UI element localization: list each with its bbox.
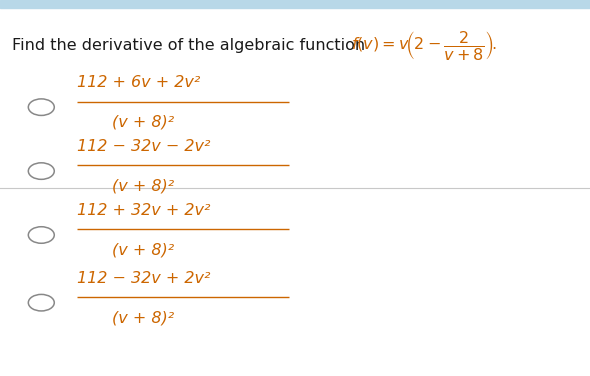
Text: 112 − 32v − 2v²: 112 − 32v − 2v²	[77, 139, 210, 154]
Text: (v + 8)²: (v + 8)²	[112, 179, 174, 194]
Text: Find the derivative of the algebraic function: Find the derivative of the algebraic fun…	[12, 38, 370, 53]
Text: (v + 8)²: (v + 8)²	[112, 310, 174, 325]
Text: 112 + 6v + 2v²: 112 + 6v + 2v²	[77, 75, 200, 90]
Text: (v + 8)²: (v + 8)²	[112, 115, 174, 130]
Text: $f(v)=v\!\left(2-\dfrac{2}{v+8}\right)\!.$: $f(v)=v\!\left(2-\dfrac{2}{v+8}\right)\!…	[351, 29, 497, 62]
Text: (v + 8)²: (v + 8)²	[112, 243, 174, 258]
Text: 112 − 32v + 2v²: 112 − 32v + 2v²	[77, 271, 210, 286]
Text: 112 + 32v + 2v²: 112 + 32v + 2v²	[77, 203, 210, 218]
